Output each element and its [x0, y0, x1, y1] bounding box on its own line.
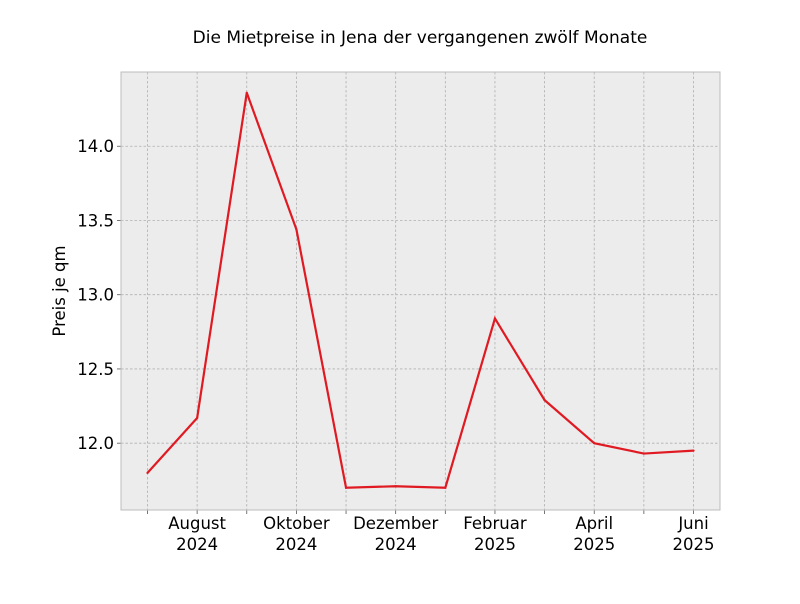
- data-point: [394, 485, 397, 488]
- data-point: [593, 442, 596, 445]
- plot-area: [121, 72, 720, 510]
- data-point: [493, 317, 497, 320]
- y-tick-label: 13.0: [77, 286, 114, 305]
- x-tick-label-year: 2024: [375, 535, 417, 554]
- y-tick-label: 13.5: [77, 211, 114, 230]
- x-tick-label-month: Dezember: [353, 514, 438, 533]
- data-point: [196, 416, 199, 420]
- grid: [121, 72, 720, 510]
- y-tick-label: 12.0: [77, 434, 114, 453]
- x-tick-label-month: Februar: [463, 514, 527, 533]
- data-point: [543, 399, 546, 402]
- data-point: [295, 228, 298, 231]
- y-tick-label: 12.5: [77, 360, 114, 379]
- chart-title: Die Mietpreise in Jena der vergangenen z…: [193, 28, 648, 48]
- data-point: [692, 449, 695, 452]
- data-point: [344, 486, 348, 489]
- x-tick-label-year: 2025: [673, 535, 715, 554]
- data-point: [146, 471, 149, 474]
- data-point: [245, 91, 248, 94]
- x-tick-label-month: April: [575, 514, 613, 533]
- series-line: [146, 92, 694, 489]
- x-tick-label-month: August: [168, 514, 226, 533]
- data-point: [642, 452, 645, 455]
- plot-frame: [120, 71, 721, 511]
- x-tick-label-year: 2024: [275, 535, 317, 554]
- x-tick-label-year: 2025: [474, 535, 516, 554]
- x-tick-label-year: 2024: [176, 535, 218, 554]
- series: [146, 91, 695, 489]
- x-tick-label-year: 2025: [573, 535, 615, 554]
- x-tick-label-month: Oktober: [263, 514, 330, 533]
- x-tick-label-month: Juni: [677, 514, 708, 533]
- y-axis-label: Preis je qm: [50, 245, 69, 336]
- data-point: [444, 486, 447, 489]
- ticks: 12.0 12.5 13.0 13.5 14.0 August 2024 Oktober 202…: [77, 137, 714, 554]
- y-tick-label: 14.0: [77, 137, 114, 156]
